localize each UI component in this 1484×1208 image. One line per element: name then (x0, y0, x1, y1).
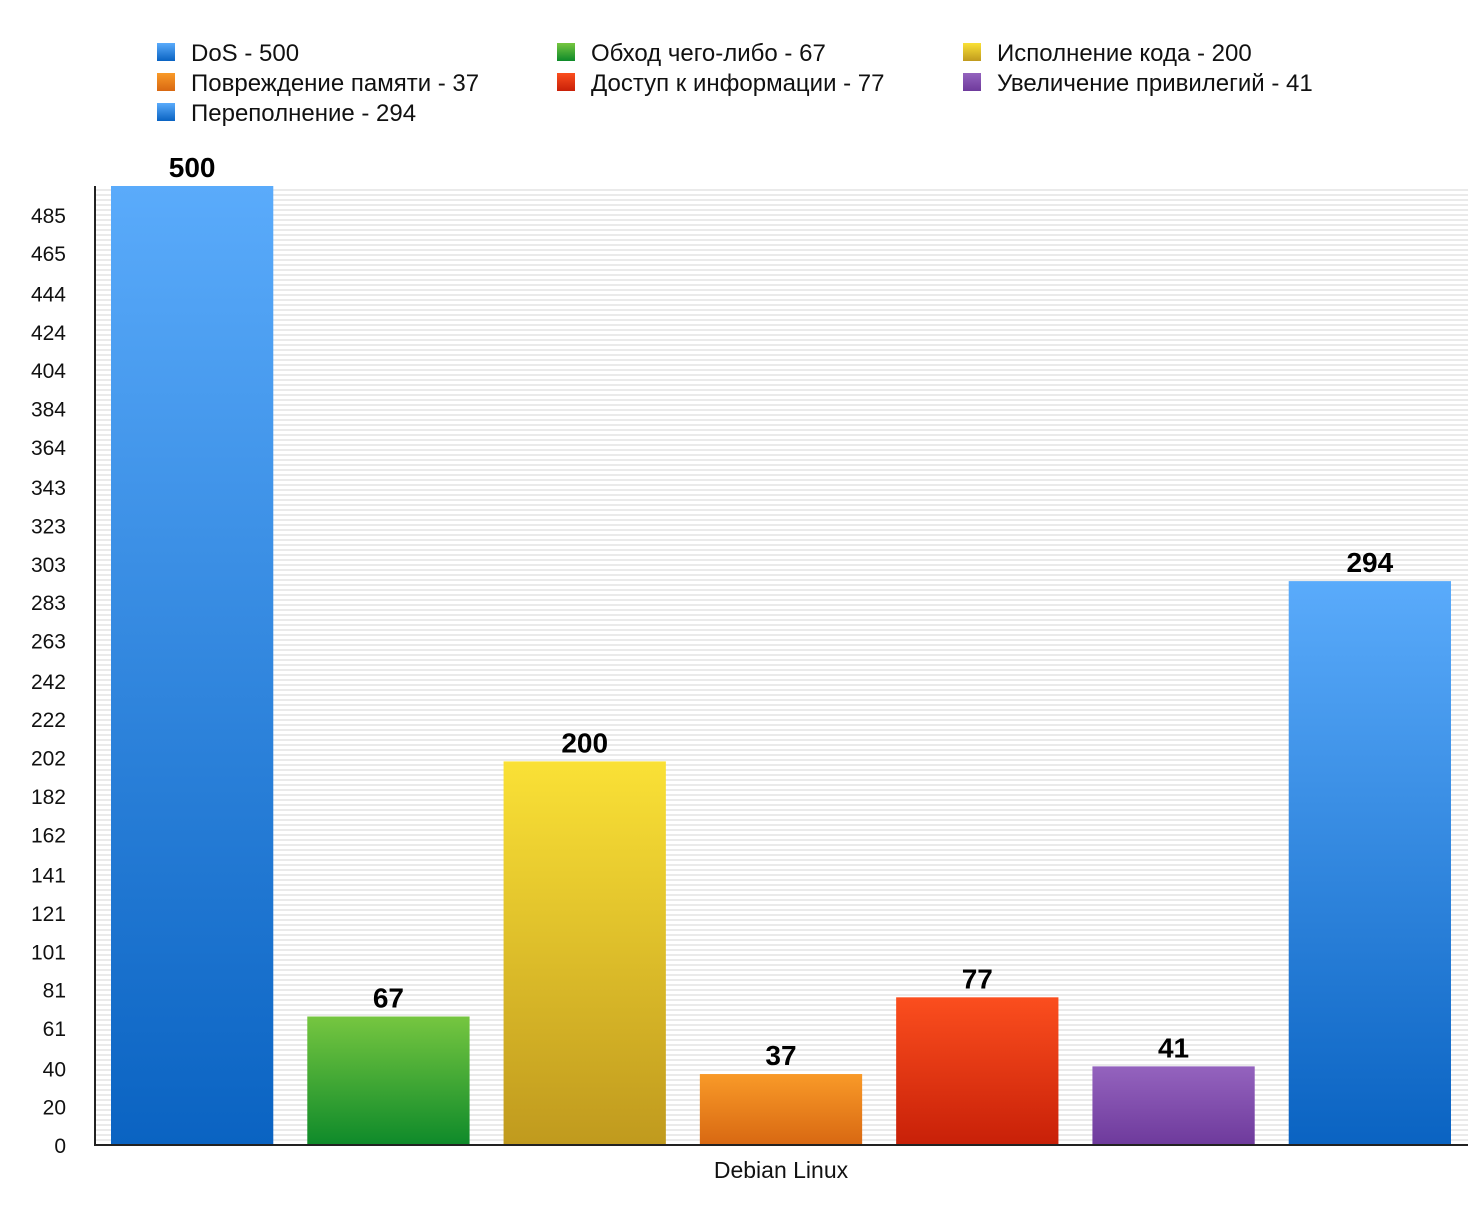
legend-item: Обход чего-либо - 67 (557, 40, 826, 67)
legend-swatch (557, 43, 575, 61)
data-label: 500 (169, 152, 216, 183)
bar (699, 1074, 863, 1145)
y-tick-label: 222 (31, 709, 66, 732)
bar (1288, 581, 1451, 1145)
legend-label: Переполнение - 294 (191, 100, 416, 127)
legend-item: Увеличение привилегий - 41 (963, 70, 1313, 97)
data-labels: 500 67 200 37 77 41 294 (169, 152, 1394, 1071)
y-tick-label: 81 (43, 980, 66, 1003)
grid-lines (95, 189, 1468, 1141)
x-category-label: Debian Linux (714, 1157, 849, 1183)
y-tick-label: 121 (31, 903, 66, 926)
legend-label: Увеличение привилегий - 41 (997, 70, 1313, 97)
legend-label: DoS - 500 (191, 40, 299, 67)
y-tick-label: 162 (31, 824, 66, 847)
bar (307, 1016, 470, 1145)
y-tick-label: 303 (31, 554, 66, 577)
legend-item: Переполнение - 294 (157, 100, 416, 127)
y-tick-label: 323 (31, 515, 66, 538)
data-label: 200 (561, 727, 608, 758)
legend-swatch (157, 73, 175, 91)
axis-lines (94, 186, 1468, 1146)
bar (1092, 1066, 1255, 1145)
bar (896, 997, 1059, 1145)
y-tick-label: 40 (43, 1058, 66, 1081)
y-tick-label: 263 (31, 631, 66, 654)
legend-label: Повреждение памяти - 37 (191, 70, 479, 97)
legend-swatch (157, 43, 175, 61)
legend-item: Повреждение памяти - 37 (157, 70, 479, 97)
y-tick-label: 202 (31, 748, 66, 771)
legend-label: Исполнение кода - 200 (997, 40, 1252, 67)
y-tick-label: 20 (43, 1097, 66, 1120)
data-label: 67 (373, 982, 404, 1013)
legend-label: Доступ к информации - 77 (591, 70, 885, 97)
legend-item: Доступ к информации - 77 (557, 70, 885, 97)
y-tick-label: 242 (31, 671, 66, 694)
x-axis: Debian Linux (714, 1157, 849, 1183)
y-tick-label: 424 (31, 322, 66, 345)
y-tick-label: 444 (31, 283, 66, 306)
y-tick-label: 61 (43, 1018, 66, 1041)
y-tick-label: 485 (31, 205, 66, 228)
y-tick-label: 404 (31, 360, 66, 383)
legend-label: Обход чего-либо - 67 (591, 40, 826, 67)
legend: DoS - 500 Обход чего-либо - 67 Исполнение … (157, 40, 1313, 127)
y-axis: 0 20 40 61 81 101 121 141 162 182 202 222 242 263 283 3… (31, 205, 66, 1158)
y-tick-label: 141 (31, 865, 66, 888)
y-tick-label: 343 (31, 477, 66, 500)
legend-swatch (557, 73, 575, 91)
legend-swatch (963, 43, 981, 61)
y-tick-label: 384 (31, 398, 66, 421)
bar (111, 186, 274, 1145)
y-tick-label: 465 (31, 243, 66, 266)
y-tick-label: 283 (31, 592, 66, 615)
legend-item: DoS - 500 (157, 40, 299, 67)
data-label: 77 (962, 963, 993, 994)
y-tick-label: 101 (31, 941, 66, 964)
bars (111, 186, 1451, 1145)
y-tick-label: 364 (31, 437, 66, 460)
legend-item: Исполнение кода - 200 (963, 40, 1252, 67)
data-label: 294 (1346, 547, 1393, 578)
bar (503, 761, 666, 1145)
legend-swatch (157, 103, 175, 121)
data-label: 37 (765, 1040, 796, 1071)
y-tick-label: 0 (54, 1135, 66, 1158)
legend-swatch (963, 73, 981, 91)
y-tick-label: 182 (31, 786, 66, 809)
data-label: 41 (1158, 1032, 1189, 1063)
